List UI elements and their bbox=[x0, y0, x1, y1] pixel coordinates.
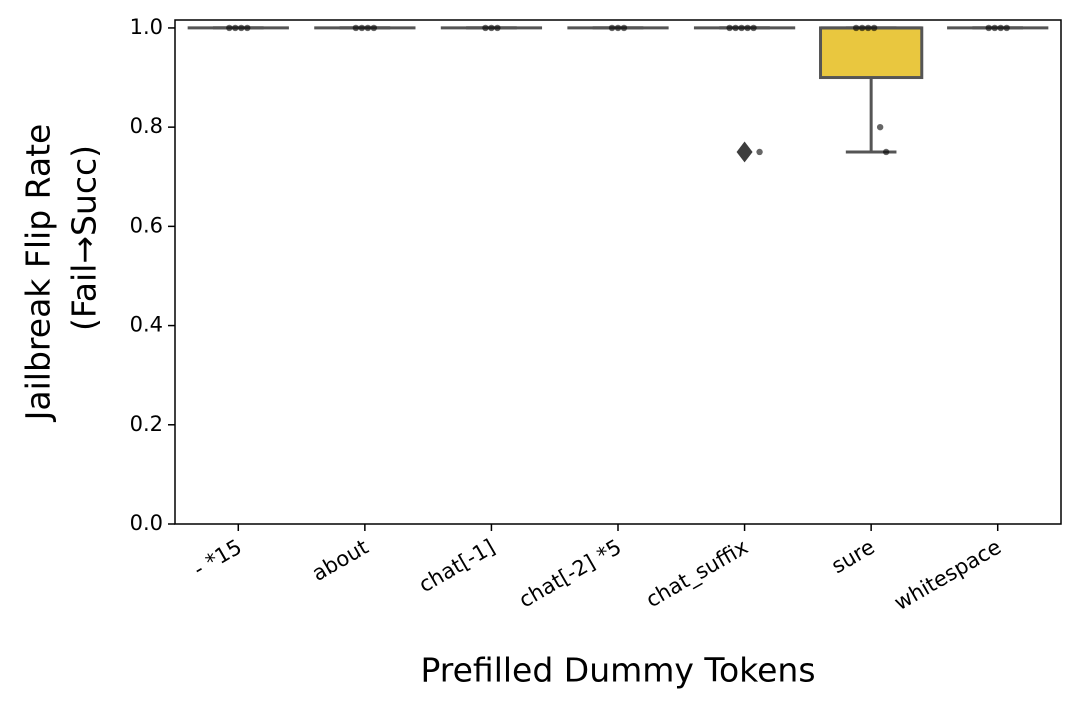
x-tick-label: sure bbox=[827, 535, 878, 578]
data-point bbox=[750, 24, 757, 32]
flier bbox=[736, 141, 753, 163]
data-point bbox=[244, 24, 251, 32]
data-point bbox=[358, 24, 366, 32]
data-point bbox=[991, 24, 998, 32]
data-point bbox=[1003, 24, 1010, 32]
data-point bbox=[494, 24, 501, 32]
y-tick-label: 0.0 bbox=[130, 511, 163, 535]
data-point bbox=[488, 24, 495, 32]
data-point bbox=[482, 24, 489, 32]
data-point bbox=[370, 24, 378, 32]
data-point bbox=[985, 24, 992, 32]
data-point bbox=[614, 24, 622, 32]
data-point bbox=[352, 24, 360, 32]
data-point bbox=[226, 24, 233, 32]
y-tick-label: 0.8 bbox=[130, 114, 163, 138]
data-point bbox=[864, 24, 872, 32]
data-point bbox=[608, 24, 616, 32]
x-tick-label: chat_suffix bbox=[642, 535, 753, 613]
y-tick-label: 1.0 bbox=[130, 15, 163, 39]
data-point bbox=[738, 24, 745, 32]
y-tick-label: 0.6 bbox=[130, 213, 163, 237]
y-tick-label: 0.4 bbox=[130, 313, 163, 337]
plot-frame bbox=[174, 19, 1062, 525]
y-axis-label: Jailbreak Flip Rate bbox=[19, 124, 58, 423]
data-point bbox=[870, 24, 878, 32]
x-tick-label: chat[-1] bbox=[415, 535, 499, 597]
y-axis-label: (Fail→Succ) bbox=[65, 145, 104, 331]
x-tick-label: chat[-2] *5 bbox=[515, 535, 626, 613]
data-point bbox=[732, 24, 739, 32]
data-point bbox=[232, 24, 239, 32]
data-point bbox=[238, 24, 245, 32]
data-point bbox=[997, 24, 1004, 32]
data-point bbox=[756, 148, 763, 156]
x-axis-label: Prefilled Dummy Tokens bbox=[420, 651, 815, 690]
x-tick-label: about bbox=[308, 535, 372, 586]
data-point bbox=[852, 24, 860, 32]
data-point bbox=[744, 24, 751, 32]
box bbox=[819, 26, 924, 80]
x-tick-label: - *15 bbox=[189, 535, 246, 582]
x-tick-label: whitespace bbox=[890, 535, 1005, 615]
data-point bbox=[726, 24, 733, 32]
data-point bbox=[620, 24, 628, 32]
data-point bbox=[858, 24, 866, 32]
data-point bbox=[364, 24, 372, 32]
data-point bbox=[882, 148, 890, 156]
data-point bbox=[876, 123, 884, 131]
y-tick-label: 0.2 bbox=[130, 412, 163, 436]
